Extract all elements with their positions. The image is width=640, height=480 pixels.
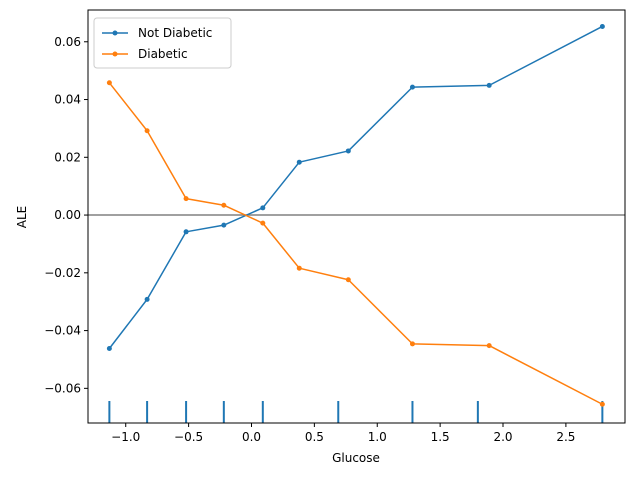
series-1-point-2	[183, 196, 189, 202]
x-axis-label: Glucose	[332, 451, 380, 465]
series-0-point-7	[409, 84, 415, 90]
x-tick-label-2: 0.0	[242, 430, 261, 444]
legend-marker-1	[112, 51, 118, 57]
legend-label-0: Not Diabetic	[138, 26, 212, 40]
y-tick-label-1: −0.04	[44, 324, 81, 338]
series-0-point-2	[183, 229, 189, 235]
x-axis: −1.0 −0.5 0.0 0.5 1.0 1.5 2.0 2.5	[111, 423, 575, 444]
series-0-point-4	[260, 205, 266, 211]
y-tick-label-6: 0.06	[54, 35, 81, 49]
series-0-point-8	[486, 82, 492, 88]
series-1-point-9	[599, 401, 605, 407]
series-0-point-3	[221, 222, 227, 228]
series-layer	[106, 23, 605, 407]
series-line-1	[108, 82, 603, 405]
y-axis: −0.06 −0.04 −0.02 0.00 0.02 0.04 0.06	[44, 35, 88, 395]
plot-frame	[87, 9, 626, 424]
legend-label-1: Diabetic	[138, 47, 188, 61]
series-line-0	[108, 25, 603, 349]
series-1-point-7	[409, 341, 415, 347]
series-0-point-9	[599, 23, 605, 29]
x-tick-label-7: 2.5	[556, 430, 575, 444]
plot-area	[88, 10, 625, 423]
series-1-point-6	[345, 277, 351, 283]
series-1-point-0	[106, 80, 112, 86]
x-tick-label-3: 0.5	[305, 430, 324, 444]
legend-box	[93, 17, 232, 69]
y-tick-label-5: 0.04	[54, 93, 81, 107]
legend-marker-0	[112, 30, 118, 36]
y-tick-label-0: −0.06	[44, 381, 81, 395]
y-tick-label-3: 0.00	[54, 208, 81, 222]
x-tick-label-4: 1.0	[368, 430, 387, 444]
series-0-point-0	[106, 345, 112, 351]
y-tick-label-4: 0.02	[54, 150, 81, 164]
series-1-point-1	[144, 128, 150, 134]
legend: Not Diabetic Diabetic	[93, 17, 232, 69]
x-tick-label-6: 2.0	[493, 430, 512, 444]
y-tick-label-2: −0.02	[44, 266, 81, 280]
series-1-point-5	[296, 265, 302, 271]
series-1-point-4	[260, 220, 266, 226]
x-tick-label-0: −1.0	[111, 430, 140, 444]
series-0-point-5	[296, 159, 302, 165]
series-1-point-8	[486, 343, 492, 349]
series-1-point-3	[221, 202, 227, 208]
x-tick-label-5: 1.5	[431, 430, 450, 444]
series-0-point-1	[144, 296, 150, 302]
y-axis-label: ALE	[15, 206, 29, 228]
series-0-point-6	[345, 148, 351, 154]
x-tick-label-1: −0.5	[174, 430, 203, 444]
